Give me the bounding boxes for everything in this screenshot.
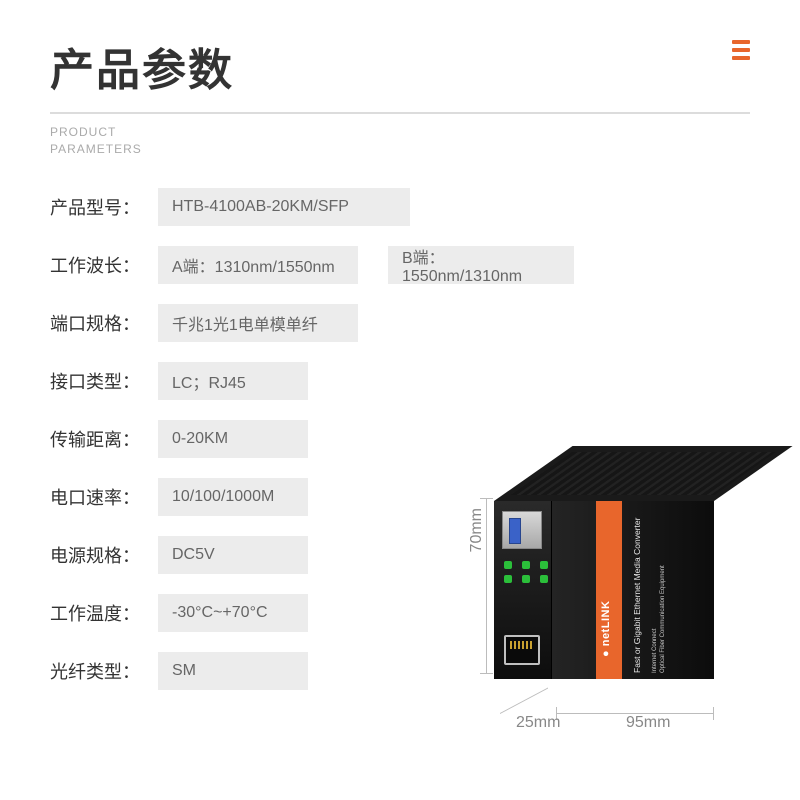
spec-row: 接口类型：LC；RJ45 <box>50 362 750 400</box>
device-illustration: 70mm 25mm 95mm ● netLINK Fast or Gigabit… <box>444 436 754 736</box>
device-fineprint: Internet Connect Optical Fiber Communica… <box>652 565 668 673</box>
device-side: ● netLINK Fast or Gigabit Ethernet Media… <box>552 501 714 679</box>
device-top <box>494 446 793 501</box>
spec-row: 端口规格：千兆1光1电单模单纤 <box>50 304 750 342</box>
spec-label: 电源规格： <box>50 536 158 574</box>
spec-value: 千兆1光1电单模单纤 <box>158 304 358 342</box>
spec-value: 0-20KM <box>158 420 308 458</box>
title-en-line2: PARAMETERS <box>50 142 142 156</box>
title-en-line1: PRODUCT <box>50 125 116 139</box>
spec-label: 接口类型： <box>50 362 158 400</box>
spec-label: 电口速率： <box>50 478 158 516</box>
spec-label: 传输距离： <box>50 420 158 458</box>
spec-value: A端：1310nm/1550nm <box>158 246 358 284</box>
device-front <box>494 501 552 679</box>
spec-value: DC5V <box>158 536 308 574</box>
spec-row: 产品型号：HTB-4100AB-20KM/SFP <box>50 188 750 226</box>
spec-row: 工作波长：A端：1310nm/1550nm B端：1550nm/1310nm <box>50 246 750 284</box>
spec-label: 光纤类型： <box>50 652 158 690</box>
dimension-width: 95mm <box>626 714 670 732</box>
sfp-slot-icon <box>502 511 542 549</box>
spec-label: 工作温度： <box>50 594 158 632</box>
spec-value: SM <box>158 652 308 690</box>
header: 产品参数 PRODUCT PARAMETERS <box>0 0 800 158</box>
spec-value: B端：1550nm/1310nm <box>388 246 574 284</box>
dimension-height: 70mm <box>468 508 486 552</box>
device-tagline: Fast or Gigabit Ethernet Media Converter <box>632 518 642 673</box>
menu-icon <box>732 40 750 60</box>
rj45-port-icon <box>504 635 540 665</box>
device-brand: ● netLINK <box>600 601 612 657</box>
spec-value: 10/100/1000M <box>158 478 308 516</box>
spec-label: 工作波长： <box>50 246 158 284</box>
dimension-depth: 25mm <box>516 714 560 732</box>
spec-label: 端口规格： <box>50 304 158 342</box>
led-indicators <box>504 561 550 583</box>
spec-label: 产品型号： <box>50 188 158 226</box>
spec-value: -30°C~+70°C <box>158 594 308 632</box>
page-title-cn: 产品参数 <box>50 34 750 114</box>
spec-value: HTB-4100AB-20KM/SFP <box>158 188 410 226</box>
spec-value: LC；RJ45 <box>158 362 308 400</box>
page-title-en: PRODUCT PARAMETERS <box>50 124 750 158</box>
